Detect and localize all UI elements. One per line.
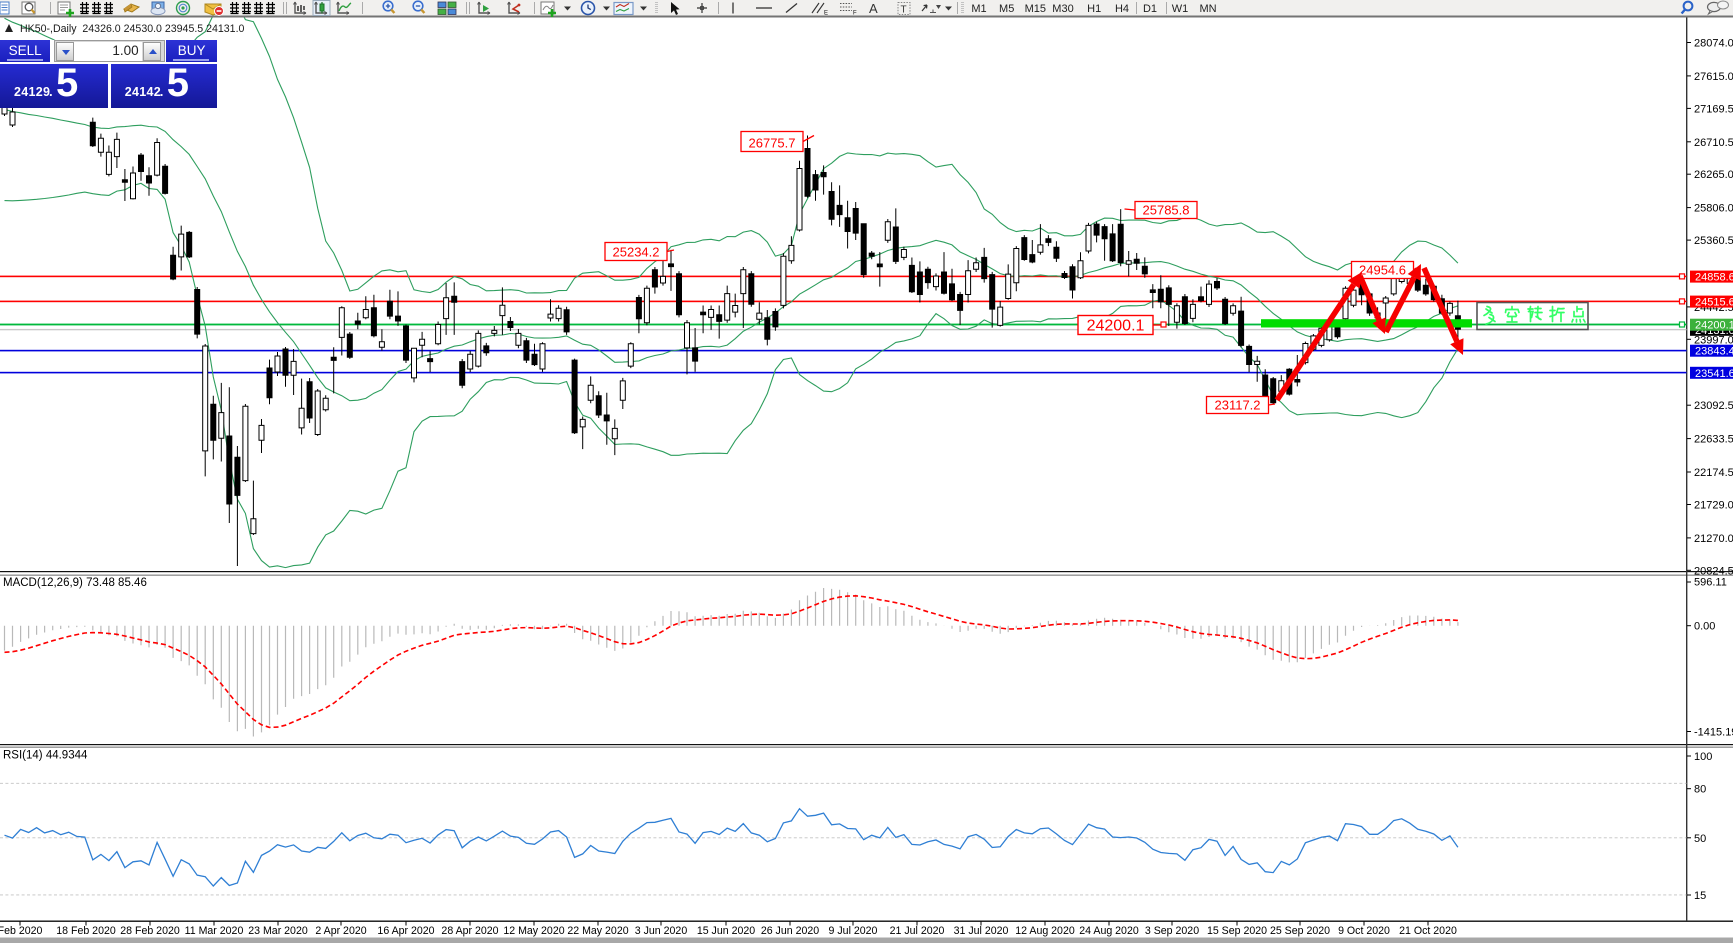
svg-text:28 Apr 2020: 28 Apr 2020 <box>441 925 498 937</box>
svg-text:21 Oct 2020: 21 Oct 2020 <box>1399 925 1457 937</box>
svg-text:26265.0: 26265.0 <box>1694 169 1733 181</box>
svg-text:-1415.19: -1415.19 <box>1694 727 1733 739</box>
svg-text:MN: MN <box>1199 3 1216 15</box>
svg-text:24200.1: 24200.1 <box>1087 318 1145 335</box>
svg-text:25234.2: 25234.2 <box>613 245 660 260</box>
svg-text:M1: M1 <box>971 3 986 15</box>
svg-text:23541.6: 23541.6 <box>1695 368 1733 380</box>
svg-text:3 Sep 2020: 3 Sep 2020 <box>1145 925 1199 937</box>
svg-text:W1: W1 <box>1172 3 1189 15</box>
svg-text:28 Feb 2020: 28 Feb 2020 <box>120 925 180 937</box>
svg-text:80: 80 <box>1694 784 1706 796</box>
svg-text:31 Jul 2020: 31 Jul 2020 <box>954 925 1009 937</box>
svg-text:MACD(12,26,9) 73.48 85.46: MACD(12,26,9) 73.48 85.46 <box>3 577 147 589</box>
svg-text:27615.0: 27615.0 <box>1694 71 1733 83</box>
svg-text:E: E <box>824 11 828 17</box>
svg-text:T: T <box>901 5 907 16</box>
svg-text:M30: M30 <box>1052 3 1073 15</box>
svg-text:21 Jul 2020: 21 Jul 2020 <box>890 925 945 937</box>
svg-text:28074.0: 28074.0 <box>1694 38 1733 50</box>
svg-text:23997.0: 23997.0 <box>1694 334 1733 346</box>
svg-text:D1: D1 <box>1143 3 1157 15</box>
svg-text:16 Apr 2020: 16 Apr 2020 <box>377 925 434 937</box>
svg-text:Feb 2020: Feb 2020 <box>0 925 42 937</box>
svg-text:23092.5: 23092.5 <box>1694 400 1733 412</box>
svg-text:9 Oct 2020: 9 Oct 2020 <box>1338 925 1390 937</box>
svg-text:26775.7: 26775.7 <box>749 136 796 151</box>
svg-text:27169.5: 27169.5 <box>1694 103 1733 115</box>
svg-text:15 Jun 2020: 15 Jun 2020 <box>697 925 755 937</box>
svg-text:25 Sep 2020: 25 Sep 2020 <box>1270 925 1330 937</box>
svg-text:18 Feb 2020: 18 Feb 2020 <box>56 925 116 937</box>
svg-text:2 Apr 2020: 2 Apr 2020 <box>315 925 366 937</box>
svg-text:24515.6: 24515.6 <box>1695 297 1733 309</box>
svg-text:9 Jul 2020: 9 Jul 2020 <box>829 925 878 937</box>
svg-text:M5: M5 <box>999 3 1014 15</box>
svg-text:25360.5: 25360.5 <box>1694 235 1733 247</box>
svg-text:25785.8: 25785.8 <box>1143 203 1190 218</box>
svg-text:24858.6: 24858.6 <box>1695 272 1733 284</box>
svg-text:21270.0: 21270.0 <box>1694 533 1733 545</box>
svg-text:24200.1: 24200.1 <box>1695 320 1733 332</box>
svg-text:15 Sep 2020: 15 Sep 2020 <box>1207 925 1267 937</box>
svg-text:20824.5: 20824.5 <box>1694 565 1733 577</box>
svg-text:11 Mar 2020: 11 Mar 2020 <box>185 925 244 937</box>
svg-text:H4: H4 <box>1115 3 1129 15</box>
svg-text:M15: M15 <box>1025 3 1046 15</box>
svg-text:3 Jun 2020: 3 Jun 2020 <box>635 925 688 937</box>
svg-text:22633.5: 22633.5 <box>1694 434 1733 446</box>
svg-text:F: F <box>853 11 857 17</box>
svg-text:22 May 2020: 22 May 2020 <box>567 925 628 937</box>
svg-text:23117.2: 23117.2 <box>1214 398 1260 413</box>
svg-text:12 May 2020: 12 May 2020 <box>503 925 564 937</box>
svg-text:12 Aug 2020: 12 Aug 2020 <box>1015 925 1075 937</box>
svg-text:A: A <box>869 1 878 16</box>
svg-text:100: 100 <box>1694 751 1712 763</box>
svg-text:596.11: 596.11 <box>1694 577 1727 589</box>
svg-text:50: 50 <box>1694 833 1706 845</box>
svg-text:RSI(14) 44.9344: RSI(14) 44.9344 <box>3 750 88 762</box>
svg-text:H1: H1 <box>1087 3 1101 15</box>
svg-text:26 Jun 2020: 26 Jun 2020 <box>761 925 819 937</box>
svg-text:26710.5: 26710.5 <box>1694 137 1733 149</box>
svg-text:22174.5: 22174.5 <box>1694 467 1733 479</box>
svg-text:23843.4: 23843.4 <box>1695 346 1733 358</box>
svg-text:15: 15 <box>1694 890 1706 902</box>
svg-text:25806.0: 25806.0 <box>1694 203 1733 215</box>
svg-text:24954.6: 24954.6 <box>1359 263 1406 278</box>
svg-text:0.00: 0.00 <box>1694 621 1715 633</box>
svg-text:23 Mar 2020: 23 Mar 2020 <box>248 925 308 937</box>
svg-text:24 Aug 2020: 24 Aug 2020 <box>1079 925 1139 937</box>
svg-text:21729.0: 21729.0 <box>1694 499 1733 511</box>
